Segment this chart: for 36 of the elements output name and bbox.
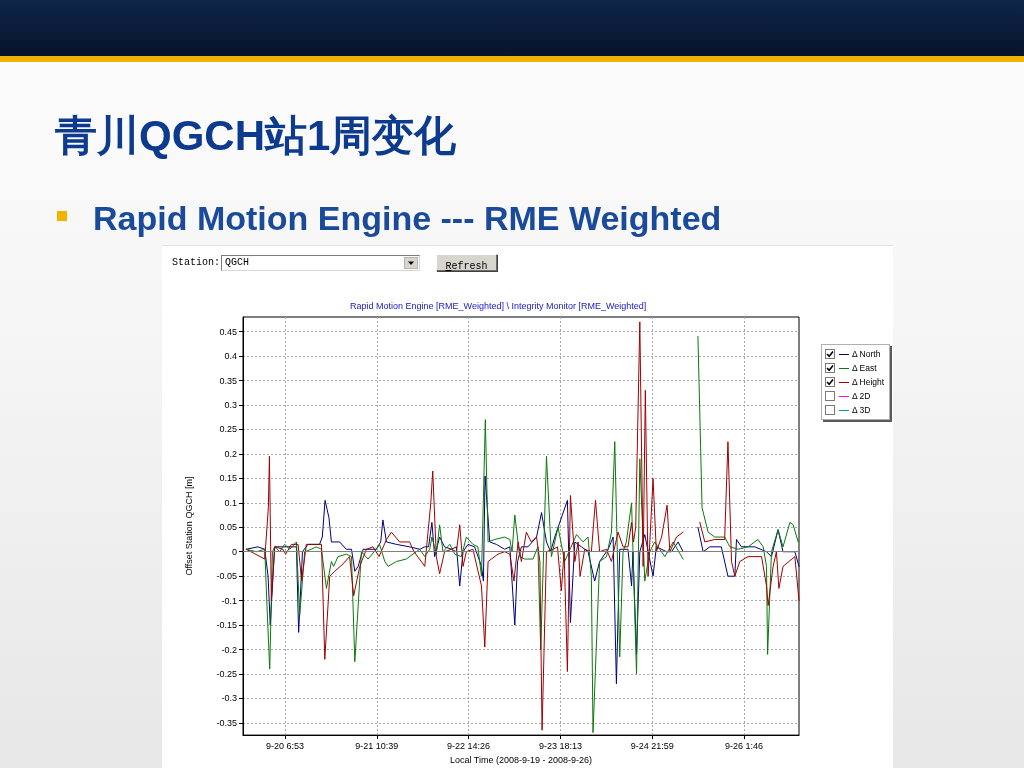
y-axis-title: Offset Station QGCH [m] (183, 476, 194, 576)
legend-label: Δ Height (852, 377, 885, 387)
station-dropdown: QGCH (221, 255, 420, 271)
refresh-button: Refresh (436, 254, 497, 271)
y-tick-label: 0.3 (224, 400, 237, 411)
y-tick-label: -0.15 (216, 620, 237, 631)
legend-label: Δ East (852, 363, 877, 373)
x-tick-label: 9-22 14:26 (447, 740, 491, 751)
x-tick-label: 9-26 1:46 (724, 740, 763, 751)
y-tick-label: 0.05 (219, 522, 237, 533)
text: Rapid Motion Engine [RME_Weighted] \ Integrity Monitor [RME_Weighted] (350, 300, 647, 311)
y-tick-label: 0.15 (219, 473, 237, 484)
y-tick-label: -0.2 (221, 644, 237, 655)
x-tick-label: 9-21 10:39 (355, 740, 399, 751)
y-tick-label: -0.05 (216, 571, 237, 582)
y-tick-label: 0.2 (224, 448, 237, 459)
x-axis-title: Local Time (2008-9-19 - 2008-9-26) (449, 754, 593, 765)
y-tick-label: -0.3 (221, 693, 237, 704)
chart-title: 青川QGCH站1周变化 (55, 111, 457, 161)
text: Station: (172, 257, 221, 269)
y-tick-label: 0.1 (224, 497, 237, 508)
legend-label: Δ 3D (852, 405, 871, 415)
y-tick-label: 0.35 (219, 375, 237, 386)
chart-subtitle: Rapid Motion Engine --- RME Weighted (93, 198, 722, 239)
y-tick-label: -0.1 (221, 595, 237, 606)
legend-label: Δ 2D (852, 391, 871, 401)
y-tick-label: 0.4 (224, 351, 237, 362)
y-tick-label: -0.35 (216, 717, 237, 728)
x-tick-label: 9-20 6:53 (266, 740, 305, 751)
y-tick-label: 0.25 (219, 424, 237, 435)
x-tick-label: 9-23 18:13 (538, 740, 582, 751)
y-tick-label: -0.25 (216, 668, 237, 679)
legend-label: Δ North (852, 349, 881, 359)
x-tick-label: 9-24 21:59 (630, 740, 674, 751)
y-tick-label: 0.45 (219, 326, 237, 337)
y-tick-label: 0 (231, 546, 237, 557)
